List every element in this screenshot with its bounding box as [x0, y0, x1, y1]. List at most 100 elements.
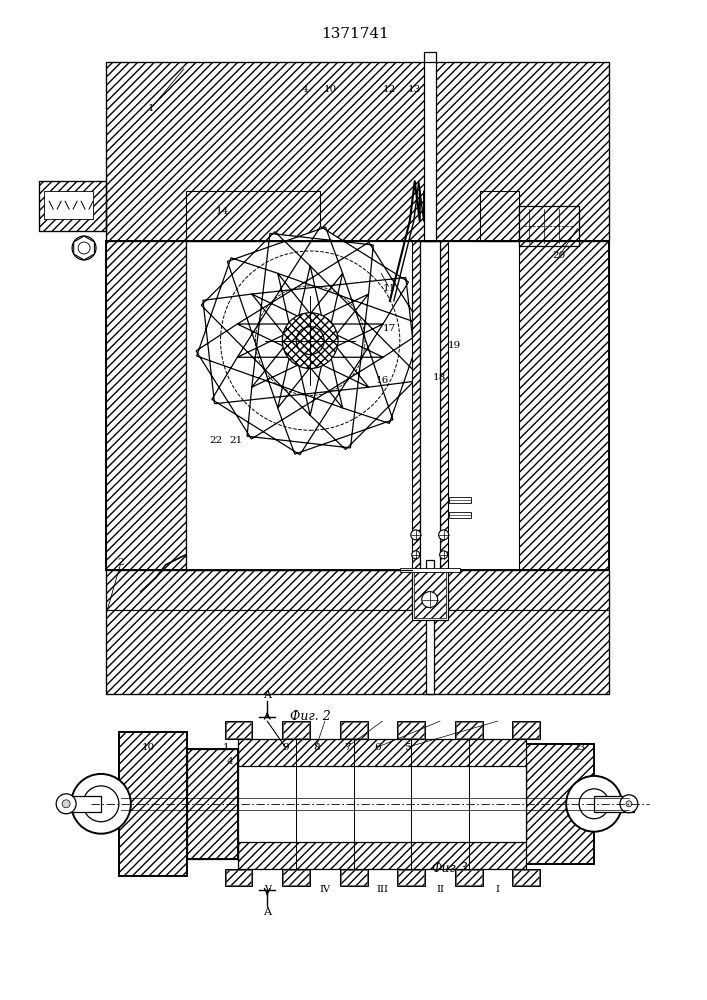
- Circle shape: [411, 530, 421, 540]
- Bar: [186, 241, 469, 570]
- Bar: [397, 721, 425, 739]
- Circle shape: [626, 801, 632, 807]
- Circle shape: [411, 551, 420, 559]
- Text: III: III: [376, 885, 388, 894]
- Circle shape: [296, 327, 324, 355]
- Text: 16: 16: [376, 376, 390, 385]
- Circle shape: [440, 551, 448, 559]
- Bar: [420, 241, 440, 570]
- Text: 2: 2: [117, 558, 124, 567]
- Circle shape: [71, 774, 131, 834]
- Bar: [513, 721, 540, 739]
- Polygon shape: [196, 227, 424, 455]
- Text: A: A: [263, 907, 271, 917]
- Text: 1: 1: [223, 743, 230, 752]
- Bar: [520, 241, 609, 570]
- Circle shape: [579, 789, 609, 819]
- Bar: [226, 722, 252, 738]
- Text: 13: 13: [408, 85, 421, 94]
- Circle shape: [72, 236, 96, 260]
- Circle shape: [620, 795, 638, 813]
- Bar: [520, 206, 579, 246]
- Circle shape: [62, 800, 70, 808]
- Bar: [119, 732, 187, 876]
- Bar: [449, 512, 471, 518]
- Text: 20: 20: [553, 251, 566, 260]
- Bar: [106, 570, 609, 694]
- Text: 10: 10: [324, 85, 337, 94]
- Text: 11: 11: [383, 284, 397, 293]
- Text: 17: 17: [383, 324, 397, 333]
- Text: 10: 10: [142, 743, 156, 752]
- Circle shape: [282, 313, 338, 369]
- Bar: [106, 570, 609, 610]
- Bar: [423, 52, 436, 241]
- Circle shape: [83, 786, 119, 822]
- Bar: [186, 191, 320, 241]
- Text: IV: IV: [320, 885, 330, 894]
- Text: 8: 8: [312, 743, 320, 752]
- Bar: [526, 744, 594, 864]
- Bar: [226, 870, 252, 885]
- Bar: [440, 241, 448, 570]
- Bar: [106, 610, 609, 694]
- Bar: [398, 870, 424, 885]
- Text: Фиг. 2: Фиг. 2: [290, 710, 331, 723]
- Bar: [513, 869, 540, 886]
- Bar: [106, 62, 609, 241]
- Bar: [414, 572, 445, 618]
- Bar: [282, 721, 310, 739]
- Text: 7: 7: [344, 743, 351, 752]
- Bar: [513, 870, 539, 885]
- Bar: [106, 241, 186, 570]
- Bar: [513, 722, 539, 738]
- Bar: [455, 721, 483, 739]
- Bar: [225, 721, 252, 739]
- Bar: [456, 870, 481, 885]
- Text: 19: 19: [448, 341, 461, 350]
- Bar: [187, 749, 238, 859]
- Bar: [426, 560, 433, 694]
- Bar: [225, 869, 252, 886]
- Bar: [339, 721, 368, 739]
- Bar: [398, 722, 424, 738]
- Bar: [61, 796, 101, 812]
- Circle shape: [78, 242, 90, 254]
- Bar: [411, 570, 448, 620]
- Bar: [40, 181, 106, 231]
- Bar: [411, 241, 420, 570]
- Bar: [238, 766, 526, 842]
- Text: I: I: [496, 885, 500, 894]
- Circle shape: [422, 592, 438, 608]
- Text: 22: 22: [209, 436, 222, 445]
- Bar: [106, 62, 609, 241]
- Text: 5: 5: [404, 743, 411, 752]
- Text: V: V: [264, 885, 271, 894]
- Text: 6: 6: [375, 743, 381, 752]
- Circle shape: [56, 794, 76, 814]
- Bar: [238, 739, 526, 869]
- Bar: [449, 497, 471, 503]
- Bar: [341, 722, 366, 738]
- Text: 9: 9: [282, 743, 288, 752]
- Polygon shape: [74, 236, 95, 260]
- Bar: [40, 181, 106, 231]
- Bar: [187, 749, 238, 859]
- Circle shape: [438, 530, 449, 540]
- Text: 12: 12: [383, 85, 397, 94]
- Text: 1: 1: [148, 104, 154, 113]
- Text: 4: 4: [302, 85, 308, 94]
- Bar: [397, 869, 425, 886]
- Bar: [341, 870, 366, 885]
- Text: II: II: [436, 885, 444, 894]
- Bar: [282, 869, 310, 886]
- Bar: [45, 191, 93, 219]
- Bar: [283, 722, 309, 738]
- Bar: [283, 870, 309, 885]
- Text: A: A: [263, 690, 271, 700]
- Bar: [339, 869, 368, 886]
- Bar: [520, 206, 579, 246]
- Bar: [106, 241, 609, 570]
- Bar: [594, 796, 634, 812]
- Text: 21: 21: [229, 436, 242, 445]
